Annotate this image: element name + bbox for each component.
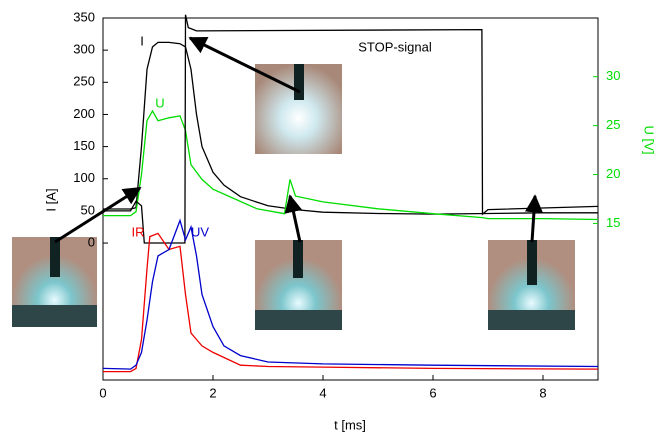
series-label: U [155, 95, 164, 110]
series-line [103, 232, 599, 373]
arrows [54, 36, 543, 244]
arrow [524, 194, 543, 243]
y2-axis-label: U [V] [642, 126, 657, 155]
electrode [50, 237, 60, 277]
series-line [102, 218, 599, 370]
y2-tick-label: 15 [606, 215, 620, 230]
y2-tick-label: 25 [606, 117, 620, 132]
y-tick-label: 300 [73, 42, 95, 57]
x-tick-label: 8 [539, 385, 546, 400]
series-label: STOP-signal [358, 39, 432, 54]
y-tick-label: 100 [73, 170, 95, 185]
x-tick-label: 0 [99, 385, 106, 400]
x-tick-label: 4 [319, 385, 326, 400]
workpiece [12, 305, 97, 327]
y2-tick-label: 20 [606, 166, 620, 181]
y-tick-label: 350 [73, 9, 95, 24]
electrode [293, 240, 303, 278]
y-tick-label: 150 [73, 138, 95, 153]
workpiece [488, 310, 575, 330]
series-label: IR [132, 224, 145, 239]
plot-frame [102, 17, 599, 381]
y-axis-label: I [A] [43, 188, 58, 211]
x-axis-label: t [ms] [334, 417, 366, 432]
x-tick-label: 2 [209, 385, 216, 400]
y-tick-label: 50 [81, 202, 95, 217]
arrow [188, 36, 301, 94]
electrode [294, 64, 304, 100]
y-tick-label: 250 [73, 74, 95, 89]
arrow [54, 186, 142, 244]
series-label: I [140, 33, 144, 48]
arrow [284, 194, 303, 243]
curves [102, 14, 599, 373]
photos [12, 64, 575, 330]
x-tick-label: 6 [429, 385, 436, 400]
series-label: UV [191, 224, 209, 239]
workpiece [255, 310, 342, 330]
y2-tick-label: 30 [606, 68, 620, 83]
series-line [103, 41, 598, 215]
series-line [103, 109, 599, 221]
y-tick-label: 0 [88, 234, 95, 249]
series-line [103, 14, 599, 244]
electrode [527, 240, 537, 285]
y-tick-label: 200 [73, 106, 95, 121]
